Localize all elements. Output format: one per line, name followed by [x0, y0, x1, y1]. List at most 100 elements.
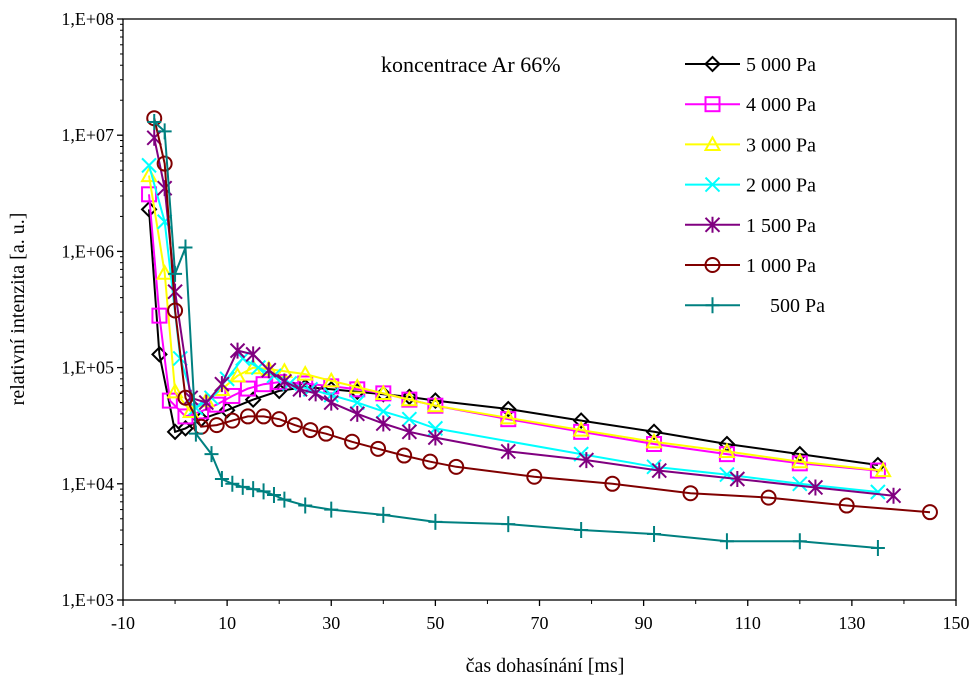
- data-point: [151, 307, 168, 324]
- data-point: [224, 387, 241, 404]
- legend-entry: 500 Pa: [685, 295, 825, 317]
- series-group: [140, 200, 887, 474]
- data-point: [376, 506, 391, 523]
- data-point: [298, 497, 313, 514]
- legend: 5 000 Pa 4 000 Pa 3 000 Pa 2 000 Pa 1 500 Pa…: [685, 54, 825, 317]
- data-point: [348, 378, 366, 394]
- data-point: [400, 388, 418, 406]
- data-point: [401, 423, 418, 440]
- y-tick-label: 1,E+08: [61, 9, 114, 29]
- data-point: [838, 497, 855, 514]
- x-tick-label: 70: [531, 613, 549, 633]
- data-point: [422, 453, 439, 470]
- data-point: [396, 447, 413, 464]
- legend-label: 3 000 Pa: [746, 134, 816, 156]
- series-group: [141, 157, 886, 500]
- x-tick-label: 30: [322, 613, 340, 633]
- x-tick-label: 150: [943, 613, 970, 633]
- legend-marker: [704, 176, 721, 193]
- data-point: [256, 483, 271, 500]
- data-point: [760, 489, 777, 506]
- data-point: [448, 458, 465, 475]
- data-point: [426, 396, 445, 413]
- data-point: [229, 342, 246, 359]
- legend-marker: [704, 216, 721, 233]
- data-point: [718, 442, 736, 459]
- x-axis-title: čas dohasínání [ms]: [466, 655, 625, 677]
- x-tick-label: 10: [218, 613, 236, 633]
- legend-marker: [704, 96, 721, 113]
- data-point: [401, 411, 418, 427]
- x-tick-label: 50: [426, 613, 444, 633]
- data-point: [323, 394, 339, 411]
- series-group: [146, 110, 938, 521]
- data-point: [235, 478, 250, 495]
- data-point: [224, 412, 241, 429]
- legend-entry: 1 000 Pa: [685, 255, 816, 277]
- data-point: [682, 485, 699, 502]
- plot-area: [122, 18, 957, 601]
- data-point: [578, 452, 595, 469]
- data-point: [177, 389, 194, 406]
- legend-label: 4 000 Pa: [746, 94, 816, 116]
- legend-label: 1 500 Pa: [746, 215, 816, 237]
- data-point: [428, 513, 443, 530]
- data-point: [874, 461, 892, 478]
- legend-marker: [704, 257, 721, 273]
- legend-entry: 4 000 Pa: [685, 94, 816, 116]
- data-point: [245, 346, 261, 363]
- data-point: [651, 462, 667, 479]
- data-point: [166, 382, 184, 399]
- data-point: [792, 476, 808, 492]
- data-point: [604, 475, 621, 492]
- data-point: [228, 366, 247, 383]
- axes: 1,E+03 1,E+04 1,E+05 1,E+06 1,E+07 1,E+08 -10 1…: [61, 9, 969, 633]
- data-point: [246, 481, 261, 498]
- data-point: [870, 484, 886, 500]
- series-line: [148, 209, 879, 466]
- data-point: [647, 525, 662, 542]
- data-point: [375, 403, 392, 420]
- data-point: [718, 446, 735, 463]
- legend-marker: [705, 297, 720, 314]
- data-point: [208, 417, 225, 434]
- data-point: [204, 446, 219, 463]
- data-point: [286, 417, 303, 434]
- data-point: [244, 391, 262, 409]
- data-point: [869, 462, 886, 479]
- y-tick-label: 1,E+04: [61, 474, 114, 494]
- data-point: [807, 479, 824, 496]
- data-point: [729, 470, 746, 487]
- x-tick-label: 110: [735, 613, 761, 633]
- data-point: [645, 423, 663, 441]
- data-point: [427, 429, 444, 446]
- x-tick-label: -10: [111, 613, 135, 633]
- y-tick-label: 1,E+03: [61, 590, 114, 610]
- data-point: [374, 384, 393, 400]
- data-point: [322, 371, 340, 388]
- data-point: [198, 394, 215, 411]
- data-point: [156, 155, 173, 172]
- x-tick-label: 90: [635, 613, 653, 633]
- data-point: [141, 157, 157, 174]
- data-point: [307, 385, 324, 402]
- data-point: [271, 411, 288, 428]
- data-point: [500, 443, 516, 460]
- data-point: [178, 239, 193, 256]
- data-point: [188, 425, 203, 442]
- legend-label: 1 000 Pa: [746, 255, 816, 277]
- data-point: [214, 376, 230, 393]
- data-point: [167, 302, 184, 319]
- data-point: [296, 364, 314, 381]
- data-point: [155, 264, 174, 280]
- data-point: [885, 487, 902, 504]
- data-point: [324, 501, 339, 518]
- data-point: [276, 373, 293, 390]
- data-point: [261, 362, 277, 379]
- data-point: [302, 422, 319, 439]
- y-tick-label: 1,E+05: [61, 358, 114, 378]
- data-point: [277, 491, 292, 508]
- data-point: [255, 376, 272, 393]
- legend-entry: 5 000 Pa: [685, 54, 816, 76]
